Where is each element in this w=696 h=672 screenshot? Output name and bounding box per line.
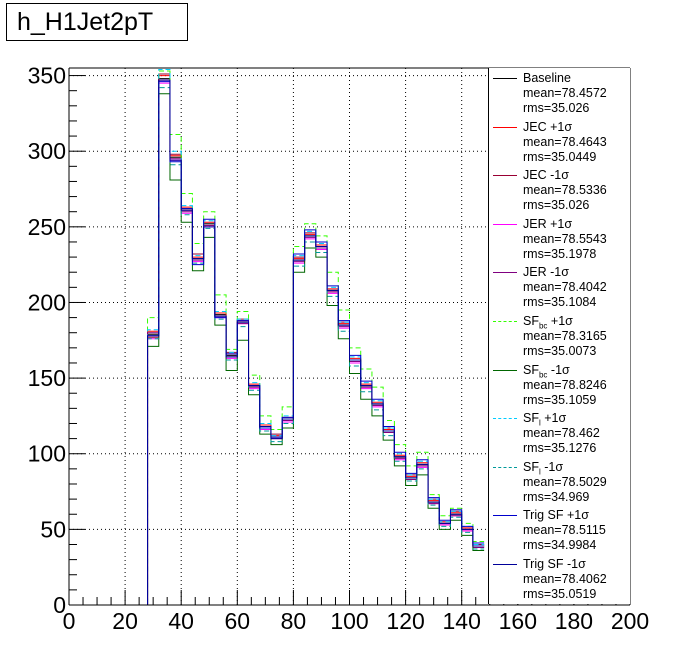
y-tick-label: 350 (28, 63, 66, 89)
legend-mean: mean=78.5336 (523, 183, 607, 198)
legend-swatch (493, 223, 517, 225)
histogram-line-0 (69, 78, 485, 606)
histogram-line-3 (69, 82, 485, 606)
legend-series-name: Trig SF +1σ (523, 508, 589, 523)
histogram-line-4 (69, 79, 485, 606)
legend-series-name: Baseline (523, 71, 571, 85)
x-tick-label: 180 (555, 608, 593, 634)
legend-rms: rms=35.026 (523, 198, 590, 213)
legend-swatch (493, 466, 517, 468)
histogram-line-1 (69, 75, 485, 606)
legend-swatch (493, 369, 517, 371)
legend: Baseline mean=78.4572 rms=35.026 JEC +1σ mea… (488, 68, 630, 604)
legend-entry: SFl -1σ mean=78.5029 rms=34.969 (489, 460, 631, 504)
legend-series-name: SFbc -1σ (523, 362, 570, 380)
y-tick-label: 50 (40, 516, 66, 542)
x-tick-label: 140 (443, 608, 481, 634)
legend-series-name: JEC -1σ (523, 168, 569, 183)
y-tick-label: 300 (28, 138, 66, 164)
histogram-line-2 (69, 73, 485, 606)
y-tick-label: 0 (53, 592, 66, 618)
legend-mean: mean=78.5029 (523, 474, 607, 489)
legend-mean: mean=78.4062 (523, 572, 607, 586)
x-tick-label: 200 (611, 608, 649, 634)
legend-rms: rms=35.026 (523, 101, 590, 115)
axes: 0 20 40 60 80 100 120 140 160 180 200 0 50 100 150 200 2… (28, 63, 650, 634)
legend-entry: SFl +1σ mean=78.462 rms=35.1276 (489, 411, 631, 455)
x-tick-label: 80 (281, 608, 307, 634)
legend-rms: rms=35.0073 (523, 344, 597, 358)
y-tick-label: 150 (28, 365, 66, 391)
legend-entry: Trig SF -1σ mean=78.4062 rms=35.0519 (489, 557, 631, 601)
x-tick-label: 20 (112, 608, 138, 634)
histogram-line-7 (69, 69, 485, 606)
legend-mean: mean=78.3165 (523, 329, 607, 343)
histogram-line-6 (69, 93, 485, 606)
legend-rms: rms=34.9984 (523, 538, 597, 553)
x-tick-label: 40 (168, 608, 194, 634)
x-tick-label: 0 (63, 608, 76, 634)
legend-rms: rms=35.0449 (523, 149, 597, 164)
legend-series-name: Trig SF -1σ (523, 557, 586, 571)
legend-series-name: SFl +1σ (523, 411, 567, 428)
histogram-title: h_H1Jet2pT (6, 3, 188, 41)
histogram-line-9 (69, 81, 485, 606)
legend-entry: SFbc -1σ mean=78.8246 rms=35.1059 (489, 363, 631, 407)
histogram-series (69, 69, 485, 606)
legend-rms: rms=35.0519 (523, 587, 597, 601)
y-tick-label: 250 (28, 214, 66, 240)
legend-series-name: SFbc +1σ (523, 314, 573, 331)
y-tick-label: 200 (28, 289, 66, 315)
legend-entry: JER -1σ mean=78.4042 rms=35.1084 (489, 265, 631, 309)
y-tick-label: 100 (28, 441, 66, 467)
legend-entry: JEC -1σ mean=78.5336 rms=35.026 (489, 168, 631, 212)
x-tick-label: 60 (225, 608, 251, 634)
legend-rms: rms=34.969 (523, 489, 590, 504)
legend-series-name: JEC +1σ (523, 119, 573, 134)
legend-swatch (493, 78, 517, 79)
legend-rms: rms=35.1059 (523, 392, 597, 407)
legend-entry: JER +1σ mean=78.5543 rms=35.1978 (489, 217, 631, 261)
histogram-line-10 (69, 79, 485, 606)
legend-mean: mean=78.8246 (523, 377, 607, 392)
legend-mean: mean=78.5115 (523, 523, 606, 538)
legend-swatch (493, 272, 517, 274)
legend-mean: mean=78.4572 (523, 86, 607, 100)
legend-swatch (493, 564, 517, 565)
legend-entry: Trig SF +1σ mean=78.5115 rms=34.9984 (489, 508, 631, 552)
legend-swatch (493, 515, 517, 517)
x-tick-label: 100 (330, 608, 368, 634)
legend-rms: rms=35.1084 (523, 295, 597, 310)
legend-entry: Baseline mean=78.4572 rms=35.026 (489, 71, 631, 115)
legend-entry: JEC +1σ mean=78.4643 rms=35.0449 (489, 120, 631, 164)
legend-swatch (493, 418, 517, 420)
legend-series-name: SFl -1σ (523, 459, 564, 477)
legend-mean: mean=78.462 (523, 426, 600, 441)
legend-swatch (493, 321, 517, 322)
legend-mean: mean=78.4042 (523, 280, 607, 295)
legend-rms: rms=35.1978 (523, 246, 597, 261)
legend-rms: rms=35.1276 (523, 441, 597, 456)
legend-series-name: JER -1σ (523, 265, 569, 280)
x-tick-label: 160 (499, 608, 537, 634)
legend-mean: mean=78.4643 (523, 134, 607, 149)
legend-series-name: JER +1σ (523, 216, 573, 231)
legend-entry: SFbc +1σ mean=78.3165 rms=35.0073 (489, 314, 631, 358)
legend-swatch (493, 126, 517, 128)
legend-swatch (493, 175, 517, 177)
histogram-line-8 (69, 87, 485, 606)
legend-mean: mean=78.5543 (523, 231, 607, 246)
x-tick-label: 120 (386, 608, 424, 634)
